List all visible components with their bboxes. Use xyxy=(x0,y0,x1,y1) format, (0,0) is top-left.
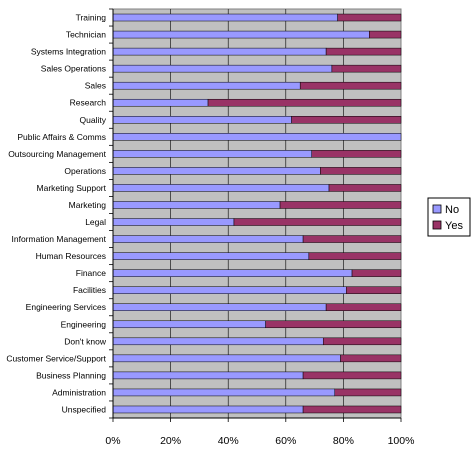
legend-swatch-yes xyxy=(432,220,442,230)
category-label: Quality xyxy=(80,115,107,125)
bar-yes-23 xyxy=(302,405,402,414)
bar-no-13 xyxy=(112,235,304,243)
category-label: Sales xyxy=(85,81,106,91)
bar-yes-2 xyxy=(325,47,402,56)
bar-yes-10 xyxy=(328,184,402,192)
x-tick-label: 0% xyxy=(105,435,120,447)
bar-no-1 xyxy=(112,30,370,39)
category-label: Information Management xyxy=(12,234,107,244)
bar-no-16 xyxy=(112,286,347,294)
bar-yes-16 xyxy=(346,286,402,294)
bar-no-10 xyxy=(112,184,330,192)
bar-yes-18 xyxy=(265,320,402,329)
bar-yes-5 xyxy=(207,98,402,107)
bar-no-20 xyxy=(112,354,341,363)
bar-yes-21 xyxy=(302,371,402,380)
category-label: Technician xyxy=(66,30,106,40)
bar-yes-9 xyxy=(320,167,402,175)
category-label: Administration xyxy=(52,387,106,397)
category-label: Human Resources xyxy=(36,251,106,261)
bar-yes-15 xyxy=(351,269,402,277)
bar-no-3 xyxy=(112,64,333,73)
bar-no-19 xyxy=(112,337,324,346)
category-label: Legal xyxy=(85,217,106,227)
gridlines xyxy=(170,9,344,418)
category-label: Marketing Support xyxy=(37,183,107,193)
bar-no-6 xyxy=(112,116,292,124)
category-label: Marketing xyxy=(69,200,107,210)
bar-no-2 xyxy=(112,47,327,56)
bar-yes-14 xyxy=(308,252,402,260)
bar-yes-0 xyxy=(337,13,402,22)
legend-swatch-no xyxy=(432,204,442,214)
category-label: Research xyxy=(70,98,107,108)
bar-no-11 xyxy=(112,201,281,209)
bar-no-9 xyxy=(112,167,321,175)
bar-yes-3 xyxy=(331,64,402,73)
category-label: Operations xyxy=(64,166,106,176)
bar-no-7 xyxy=(112,133,402,141)
bar-no-0 xyxy=(112,13,338,22)
legend-label-yes: Yes xyxy=(445,220,463,232)
legend-box xyxy=(427,197,471,237)
legend: No Yes xyxy=(427,197,471,237)
category-label: Sales Operations xyxy=(41,64,106,74)
bar-no-18 xyxy=(112,320,266,329)
category-label: Engineering Services xyxy=(26,302,106,312)
bar-no-22 xyxy=(112,388,336,397)
bar-yes-17 xyxy=(325,303,402,311)
category-label: Engineering xyxy=(61,319,107,329)
category-label: Business Planning xyxy=(36,370,106,380)
plot-area xyxy=(112,8,402,419)
x-tick-label: 80% xyxy=(333,435,354,447)
x-tick-label: 40% xyxy=(218,435,239,447)
bars xyxy=(112,13,402,414)
category-label: Facilities xyxy=(73,285,106,295)
category-label: Outsourcing Management xyxy=(8,149,106,159)
bar-yes-19 xyxy=(322,337,402,346)
category-label: Finance xyxy=(76,268,107,278)
bar-yes-13 xyxy=(302,235,402,243)
bar-yes-12 xyxy=(233,218,402,226)
bar-no-5 xyxy=(112,98,209,107)
bar-no-14 xyxy=(112,252,310,260)
category-label: Don't know xyxy=(64,336,107,346)
category-labels: Training Technician Systems Integration Sal… xyxy=(6,8,114,419)
category-label: Training xyxy=(76,13,107,23)
bar-no-8 xyxy=(112,150,312,158)
category-label: Systems Integration xyxy=(31,47,106,57)
x-tick-label: 60% xyxy=(275,435,296,447)
legend-label-no: No xyxy=(445,204,459,216)
category-label: Customer Service/Support xyxy=(6,353,106,363)
bar-no-21 xyxy=(112,371,304,380)
bar-yes-11 xyxy=(279,201,402,209)
bar-no-23 xyxy=(112,405,304,414)
bar-yes-20 xyxy=(340,354,402,363)
x-tick-label: 100% xyxy=(388,435,415,447)
bar-yes-6 xyxy=(291,116,402,124)
bar-yes-8 xyxy=(311,150,402,158)
bar-no-4 xyxy=(112,81,301,90)
category-label: Unspecified xyxy=(62,404,107,414)
bar-yes-4 xyxy=(299,81,402,90)
bar-no-15 xyxy=(112,269,353,277)
bar-no-12 xyxy=(112,218,235,226)
x-tick-label: 20% xyxy=(160,435,181,447)
x-axis: 0% 20% 40% 60% 80% 100% xyxy=(105,417,415,447)
bar-no-17 xyxy=(112,303,327,311)
bar-yes-22 xyxy=(334,388,402,397)
bar-yes-1 xyxy=(369,30,402,39)
category-label: Public Affairs & Comms xyxy=(17,132,106,142)
